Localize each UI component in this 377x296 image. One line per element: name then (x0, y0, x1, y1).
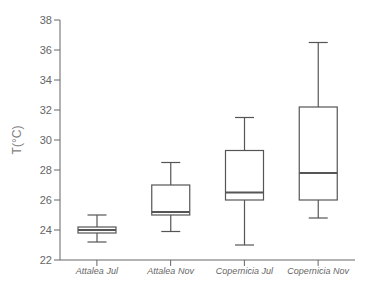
svg-text:Copernicia Nov: Copernicia Nov (287, 266, 349, 276)
svg-text:32: 32 (40, 104, 52, 116)
svg-text:T(°C): T(°C) (10, 126, 24, 155)
svg-text:22: 22 (40, 254, 52, 266)
svg-text:Copernicia Jul: Copernicia Jul (216, 266, 274, 276)
svg-text:38: 38 (40, 14, 52, 26)
svg-text:Attalea Nov: Attalea Nov (146, 266, 194, 276)
svg-text:24: 24 (40, 224, 52, 236)
svg-text:36: 36 (40, 44, 52, 56)
svg-text:Attalea Jul: Attalea Jul (75, 266, 119, 276)
svg-text:34: 34 (40, 74, 52, 86)
svg-text:26: 26 (40, 194, 52, 206)
svg-text:28: 28 (40, 164, 52, 176)
svg-text:30: 30 (40, 134, 52, 146)
